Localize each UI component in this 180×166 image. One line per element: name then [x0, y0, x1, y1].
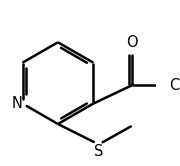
- Text: S: S: [94, 144, 103, 159]
- Text: Cl: Cl: [169, 78, 180, 93]
- Text: O: O: [126, 36, 138, 50]
- Text: N: N: [12, 96, 22, 111]
